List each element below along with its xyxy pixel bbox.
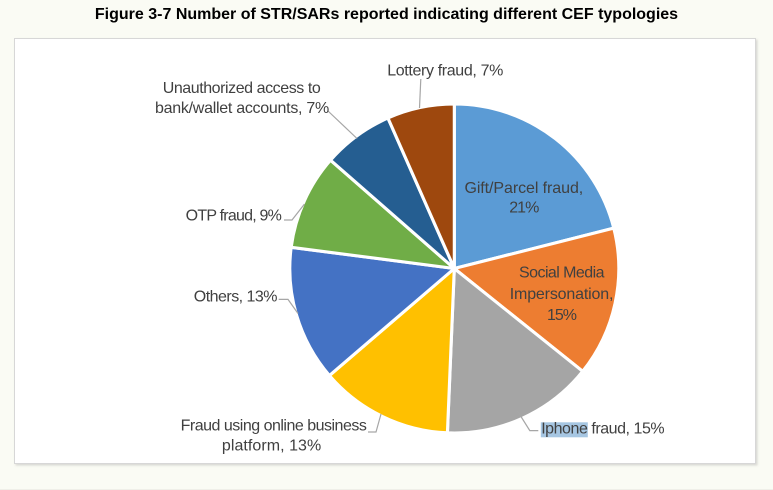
svg-text:bank/wallet accounts, 7%: bank/wallet accounts, 7% <box>155 100 329 117</box>
svg-text:Others, 13%: Others, 13% <box>194 289 277 306</box>
svg-text:Social Media: Social Media <box>519 265 605 282</box>
svg-text:Iphone fraud, 15%: Iphone fraud, 15% <box>541 420 664 437</box>
svg-text:15%: 15% <box>547 307 577 324</box>
svg-text:Fraud using online business: Fraud using online business <box>181 418 367 435</box>
svg-text:platform, 13%: platform, 13% <box>222 437 321 454</box>
svg-text:Lottery fraud, 7%: Lottery fraud, 7% <box>387 63 503 80</box>
svg-text:OTP fraud, 9%: OTP fraud, 9% <box>186 208 282 225</box>
svg-text:21%: 21% <box>509 200 539 217</box>
svg-text:Unauthorized access to: Unauthorized access to <box>163 80 321 97</box>
svg-text:Gift/Parcel fraud,: Gift/Parcel fraud, <box>464 180 583 197</box>
svg-text:Impersonation,: Impersonation, <box>510 286 614 303</box>
